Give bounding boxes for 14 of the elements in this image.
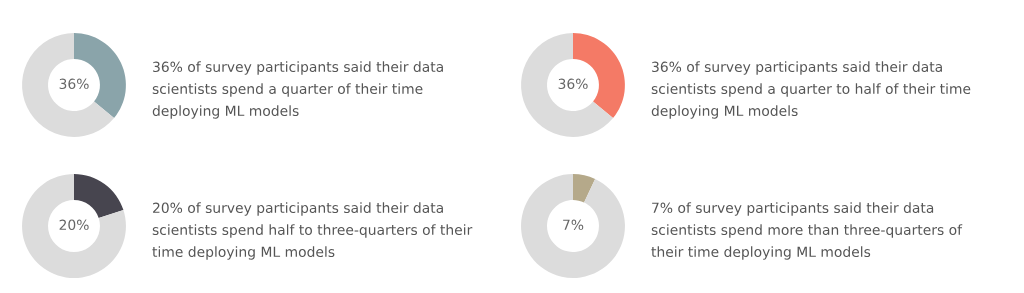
donut-slice <box>22 33 115 137</box>
donut-slice <box>74 174 124 218</box>
donut-slice <box>22 174 126 278</box>
data-label: 7% <box>563 219 584 231</box>
text: 7% of survey participants said their data scientists spend more than three-quarters of their time deploying ML models <box>651 202 963 260</box>
data-label: 36% <box>59 78 89 90</box>
donut-slice <box>521 174 625 278</box>
data-label: 20% <box>59 219 89 231</box>
donut-slice <box>573 174 596 203</box>
text: 36% of survey participants said their data scientists spend a quarter of their time deploying ML models <box>152 61 443 119</box>
donut-slice <box>521 33 614 137</box>
text: 20% of survey participants said their data scientists spend half to three-quarters of their time deploying ML models <box>152 202 473 260</box>
data-label: 36% <box>558 78 588 90</box>
text: 36% of survey participants said their data scientists spend a quarter to half of their time deploying ML models <box>651 61 971 119</box>
